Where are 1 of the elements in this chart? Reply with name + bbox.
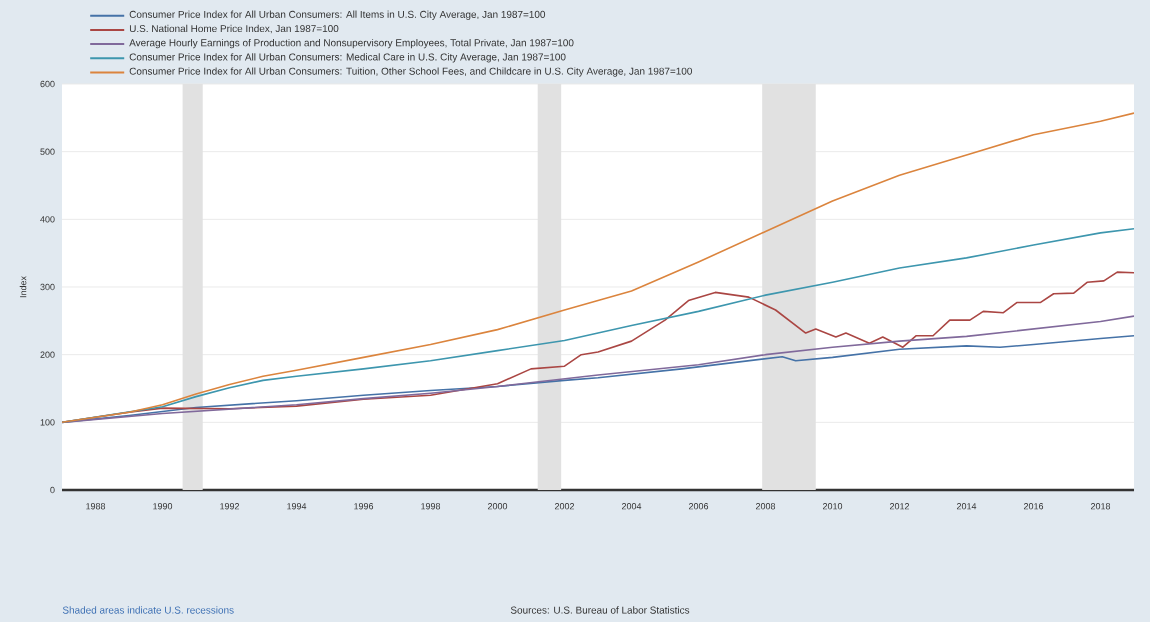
line-series: [62, 112, 1135, 424]
